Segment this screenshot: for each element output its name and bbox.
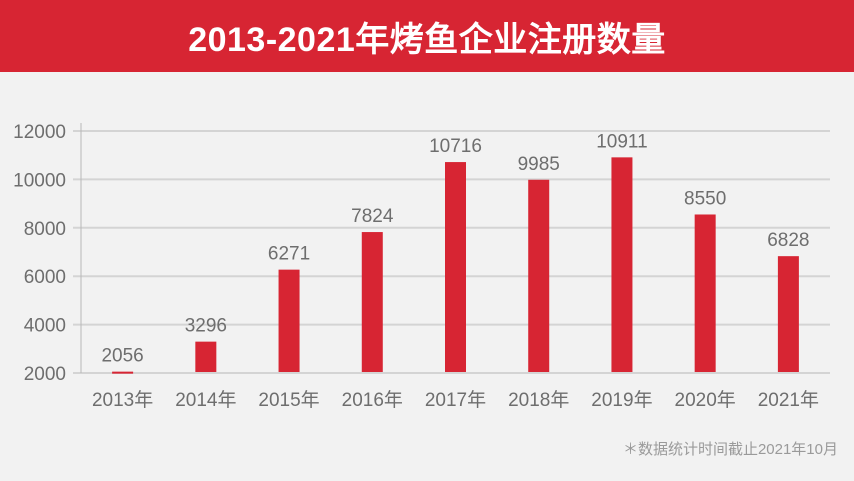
y-tick-label: 10000 (13, 170, 66, 191)
bar (445, 162, 466, 372)
x-tick-label: 2021年 (758, 389, 819, 411)
data-source-note: ＊数据统计时间截止2021年10月 (622, 441, 838, 458)
data-label: 9985 (518, 154, 560, 175)
x-tick-label: 2016年 (342, 389, 403, 411)
data-label: 10911 (596, 131, 647, 152)
bar (361, 232, 383, 372)
data-label: 7824 (351, 206, 394, 227)
bar (611, 157, 633, 372)
bar (112, 371, 134, 374)
bar-chart: 2000 4000 6000 8000 10000 12000 2056 2013年 3296 2… (0, 72, 854, 481)
x-tick-label: 2013年 (92, 389, 153, 411)
data-label: 2056 (101, 346, 143, 367)
x-tick-label: 2014年 (175, 389, 236, 411)
data-label: 10716 (429, 136, 482, 157)
y-tick-label: 6000 (24, 267, 66, 288)
data-label: 3296 (185, 316, 227, 337)
y-tick-label: 8000 (24, 219, 66, 240)
chart-canvas: 2000 4000 6000 8000 10000 12000 2056 2013年 3296 2… (13, 122, 830, 411)
title-banner: 2013-2021年烤鱼企业注册数量 (0, 0, 854, 72)
data-label: 6828 (767, 230, 809, 251)
bar (777, 256, 799, 372)
bar (278, 269, 300, 372)
x-tick-label: 2018年 (508, 389, 569, 411)
bar (195, 341, 217, 372)
x-tick-label: 2020年 (675, 389, 736, 411)
x-tick-label: 2017年 (425, 389, 486, 411)
data-label: 6271 (268, 244, 310, 265)
x-tick-label: 2015年 (258, 389, 319, 411)
bar (528, 179, 550, 372)
y-tick-label: 12000 (13, 122, 66, 143)
x-tick-label: 2019年 (591, 389, 652, 411)
y-tick-label: 4000 (24, 316, 66, 337)
data-label: 8550 (684, 188, 726, 209)
chart-title: 2013-2021年烤鱼企业注册数量 (188, 20, 666, 59)
bar (694, 214, 716, 372)
y-tick-label: 2000 (24, 364, 66, 385)
